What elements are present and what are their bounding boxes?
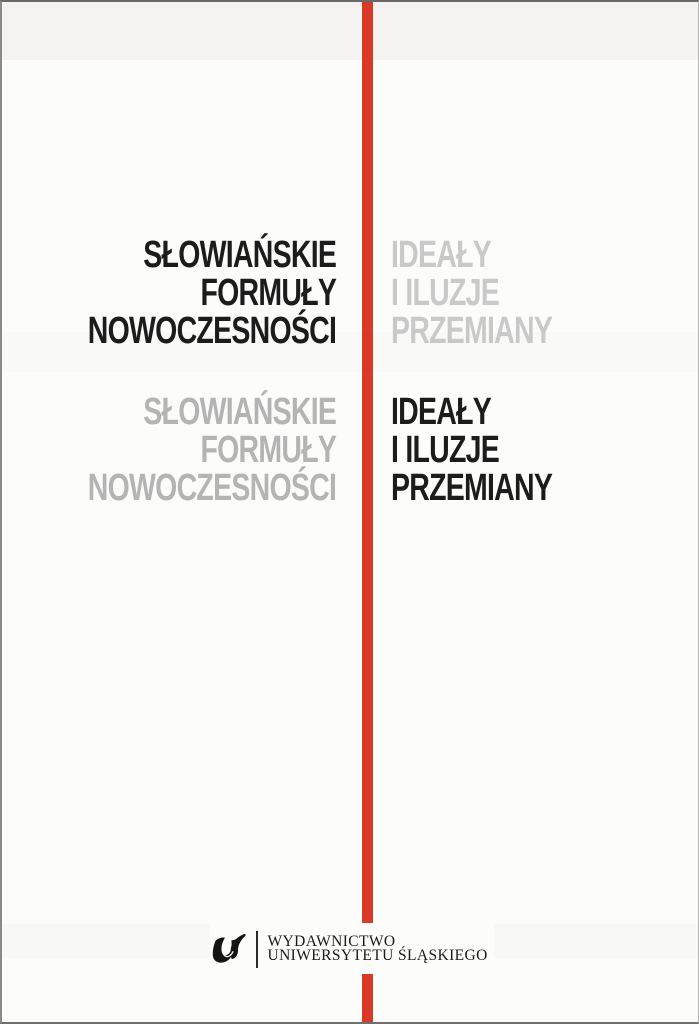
title-line: PRZEMIANY [391,310,553,352]
publisher-block: WYDAWNICTWO UNIWERSYTETU ŚLĄSKIEGO [210,924,494,974]
title-line: NOWOCZESNOŚCI [87,467,337,509]
title-line: IDEAŁY [391,391,492,433]
title-line: I ILUZJE [391,429,500,471]
us-monogram-icon [212,934,246,963]
background-band-top [2,2,698,60]
title-line: FORMUŁY [200,272,336,314]
title-left-gray: SŁOWIAŃSKIE FORMUŁY NOWOCZESNOŚCI [87,391,337,509]
title-line: SŁOWIAŃSKIE [143,391,337,433]
title-line: PRZEMIANY [391,467,553,509]
title-line: I ILUZJE [391,272,500,314]
subtitle-right-black: IDEAŁY I ILUZJE PRZEMIANY [391,391,553,509]
title-left-black: SŁOWIAŃSKIE FORMUŁY NOWOCZESNOŚCI [87,234,337,352]
publisher-name-line1: WYDAWNICTWO [267,932,396,950]
red-divider-line-bottom [362,973,373,1022]
publisher-divider [256,930,258,968]
title-line: SŁOWIAŃSKIE [143,234,337,276]
publisher-name-line2: UNIWERSYTETU ŚLĄSKIEGO [267,947,488,964]
title-line: NOWOCZESNOŚCI [87,310,337,352]
title-line: FORMUŁY [200,429,336,471]
title-line: IDEAŁY [391,234,492,276]
subtitle-right-gray: IDEAŁY I ILUZJE PRZEMIANY [391,234,553,352]
red-divider-line-top [362,2,373,923]
publisher-name: WYDAWNICTWO UNIWERSYTETU ŚLĄSKIEGO [267,932,488,964]
